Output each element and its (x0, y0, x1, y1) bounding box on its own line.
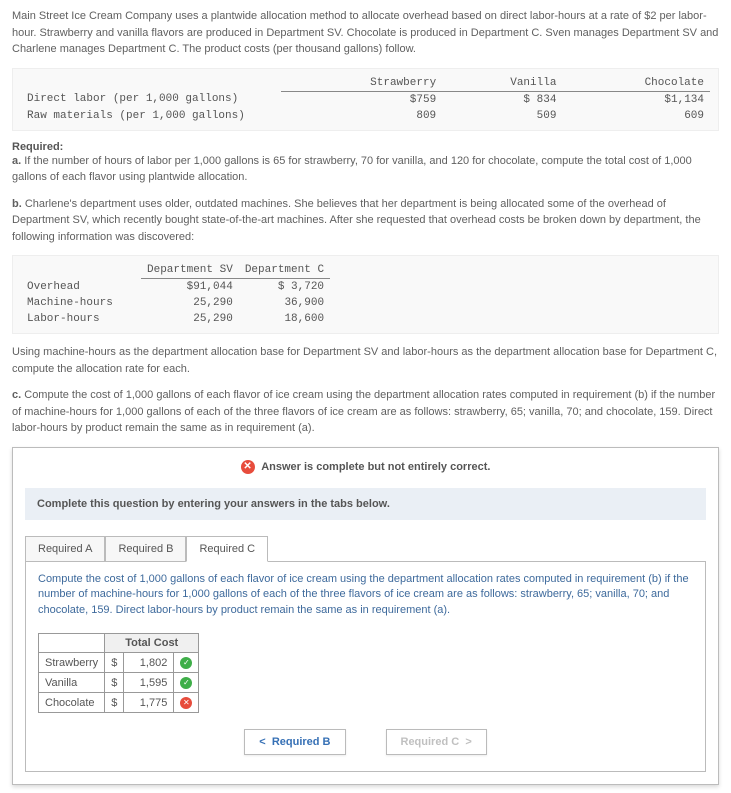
cell: 509 (442, 108, 562, 124)
currency: $ (105, 693, 124, 713)
nav-buttons: < Required B Required C > (38, 729, 693, 755)
row-label: Direct labor (per 1,000 gallons) (21, 91, 281, 108)
requirement-b: b. Charlene's department uses older, out… (12, 196, 719, 246)
tab-required-a[interactable]: Required A (25, 536, 105, 562)
col-dept-sv: Department SV (141, 262, 239, 279)
next-button[interactable]: Required C > (386, 729, 487, 755)
row-label: Chocolate (39, 693, 105, 713)
table-row: Strawberry $ 1,802 ✓ (39, 653, 199, 673)
tab-required-b[interactable]: Required B (105, 536, 186, 562)
requirement-c: c. Compute the cost of 1,000 gallons of … (12, 387, 719, 437)
cell: $ 834 (442, 91, 562, 108)
cell: 809 (281, 108, 442, 124)
tab-required-c[interactable]: Required C (186, 536, 268, 562)
post-b-text: Using machine-hours as the department al… (12, 344, 719, 377)
prev-button[interactable]: < Required B (244, 729, 345, 755)
row-label: Raw materials (per 1,000 gallons) (21, 108, 281, 124)
table-row: Chocolate $ 1,775 ✕ (39, 693, 199, 713)
cell: 609 (562, 108, 710, 124)
check-icon: ✓ (180, 657, 192, 669)
intro-text: Main Street Ice Cream Company uses a pla… (12, 8, 719, 58)
table-row: Overhead $91,044 $ 3,720 (21, 279, 330, 296)
col-chocolate: Chocolate (562, 75, 710, 92)
currency: $ (105, 673, 124, 693)
col-strawberry: Strawberry (281, 75, 442, 92)
complete-instruction: Complete this question by entering your … (25, 488, 706, 520)
department-table: Department SV Department C Overhead $91,… (12, 255, 719, 334)
chevron-right-icon: > (465, 736, 471, 748)
row-label: Vanilla (39, 673, 105, 693)
row-label: Strawberry (39, 653, 105, 673)
answer-status-banner: ✕ Answer is complete but not entirely co… (25, 460, 706, 474)
table-row: Labor-hours 25,290 18,600 (21, 311, 330, 327)
error-icon: ✕ (241, 460, 255, 474)
col-vanilla: Vanilla (442, 75, 562, 92)
table-row: Raw materials (per 1,000 gallons) 809 50… (21, 108, 710, 124)
table-row: Direct labor (per 1,000 gallons) $759 $ … (21, 91, 710, 108)
error-icon: ✕ (180, 697, 192, 709)
cell: $759 (281, 91, 442, 108)
pane-instruction: Compute the cost of 1,000 gallons of eac… (38, 572, 693, 620)
col-dept-c: Department C (239, 262, 330, 279)
table-row: Machine-hours 25,290 36,900 (21, 295, 330, 311)
total-cost-table: Total Cost Strawberry $ 1,802 ✓ Vanilla … (38, 633, 199, 713)
requirement-a: a. If the number of hours of labor per 1… (12, 153, 719, 186)
tab-pane: Compute the cost of 1,000 gallons of eac… (25, 561, 706, 773)
answer-input[interactable]: 1,802 (124, 653, 174, 673)
table-row: Vanilla $ 1,595 ✓ (39, 673, 199, 693)
required-heading: Required: (12, 141, 719, 153)
answer-input[interactable]: 1,595 (124, 673, 174, 693)
cell: $1,134 (562, 91, 710, 108)
chevron-left-icon: < (259, 736, 265, 748)
product-cost-table: Strawberry Vanilla Chocolate Direct labo… (12, 68, 719, 131)
tabs: Required A Required B Required C (25, 536, 706, 562)
currency: $ (105, 653, 124, 673)
answer-card: ✕ Answer is complete but not entirely co… (12, 447, 719, 786)
answer-input[interactable]: 1,775 (124, 693, 174, 713)
total-cost-header: Total Cost (105, 634, 199, 653)
